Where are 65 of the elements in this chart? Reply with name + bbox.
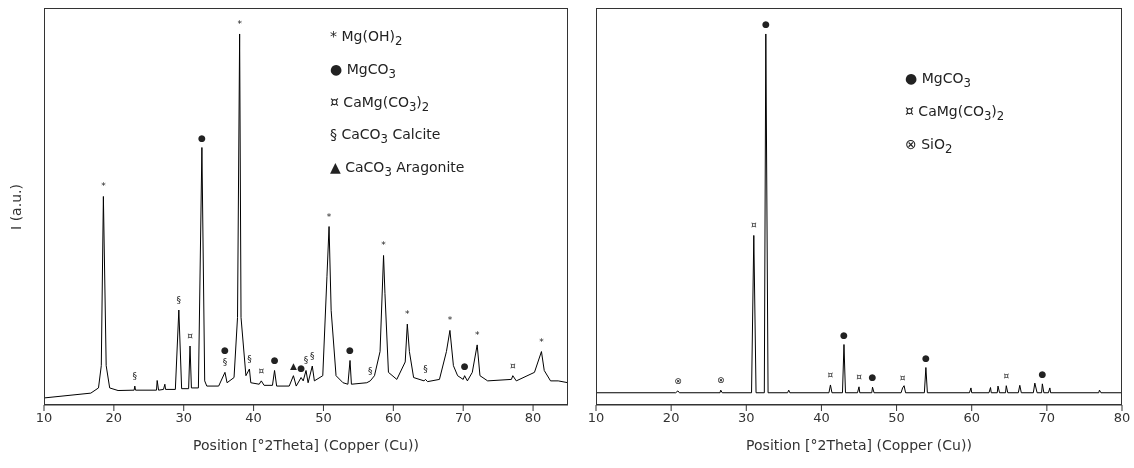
annotation: * Mg(OH)$_{2}$ (330, 27, 404, 50)
x-tick-label: 60 (963, 410, 980, 426)
x-tick-label: 40 (813, 410, 830, 426)
x-tick-label: 30 (175, 410, 193, 426)
annotation: ● (297, 362, 306, 373)
annotation: ¤ (750, 220, 757, 231)
x-tick-label: 50 (315, 410, 332, 426)
annotation: * (101, 181, 107, 192)
x-tick-label: 60 (385, 410, 402, 426)
x-tick-label: 80 (1113, 410, 1131, 426)
x-tick-label: 70 (454, 410, 472, 426)
annotation: § CaCO$_{3}$ Calcite (330, 125, 442, 149)
annotation: * (381, 240, 387, 251)
annotation: § (310, 351, 316, 362)
annotation: ▲ CaCO$_{3}$ Aragonite (330, 158, 465, 181)
annotation: ¤ (258, 365, 265, 376)
x-tick-label: 10 (35, 410, 53, 426)
x-axis-title: Position [°2Theta] (Copper (Cu)) (193, 437, 419, 453)
annotation: ¤ CaMg(CO$_{3}$)$_{2}$ (905, 101, 1005, 125)
annotation: § (132, 371, 138, 382)
annotation: ⊗ (674, 375, 682, 386)
annotation: ⊗ SiO$_{2}$ (905, 134, 954, 158)
x-tick-label: 50 (888, 410, 905, 426)
annotation: * (447, 315, 453, 326)
annotation: ● (921, 352, 930, 363)
annotation: * (539, 336, 545, 347)
annotation: ¤ (509, 360, 516, 371)
annotation: ● (460, 360, 469, 371)
annotation: § (176, 295, 182, 306)
annotation: ● (197, 132, 206, 143)
annotation: § (247, 354, 253, 365)
annotation: ¤ (856, 371, 863, 382)
annotation: ⊗ (716, 375, 725, 386)
annotation: ● (221, 345, 230, 356)
x-axis-title: Position [°2Theta] (Copper (Cu)) (746, 437, 972, 453)
annotation: * (405, 309, 411, 320)
annotation: ¤ (827, 369, 834, 380)
x-tick-label: 40 (245, 410, 262, 426)
annotation: ¤ (187, 331, 194, 342)
annotation: ¤ CaMg(CO$_{3}$)$_{2}$ (330, 92, 431, 116)
annotation: § (222, 357, 228, 368)
annotation: ¤ (899, 372, 906, 383)
annotation: * (474, 329, 480, 340)
annotation: ● MgCO$_{3}$ (330, 59, 397, 83)
x-tick-label: 70 (1038, 410, 1056, 426)
annotation: ● (868, 372, 877, 383)
x-tick-label: 30 (738, 410, 755, 426)
annotation: * (237, 18, 243, 29)
annotation: § (303, 355, 309, 366)
x-tick-label: 20 (662, 410, 680, 426)
annotation: ● (840, 329, 849, 340)
x-tick-label: 20 (105, 410, 123, 426)
annotation: ● (346, 345, 355, 356)
annotation: * (326, 211, 332, 222)
annotation: ● (270, 355, 279, 366)
annotation: ● (1038, 368, 1047, 379)
annotation: ¤ (1003, 370, 1010, 381)
annotation: ▲ (289, 360, 297, 371)
annotation: § (423, 364, 429, 375)
x-tick-label: 10 (587, 410, 605, 426)
annotation: ● MgCO$_{3}$ (905, 69, 972, 92)
x-tick-label: 80 (524, 410, 542, 426)
annotation: ● (761, 18, 770, 29)
y-axis-title: I (a.u.) (8, 183, 24, 230)
annotation: § (368, 365, 374, 376)
